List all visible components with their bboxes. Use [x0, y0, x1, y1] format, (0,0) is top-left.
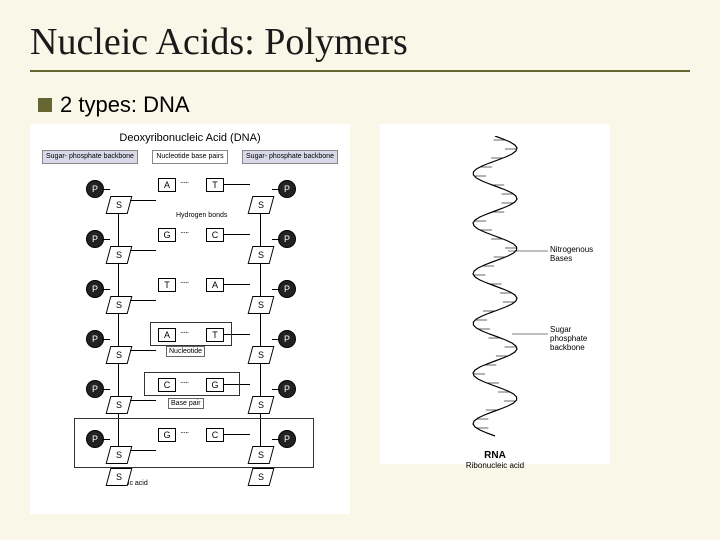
s-node-right: S — [248, 468, 275, 486]
connector — [130, 300, 156, 301]
s-node-left: S — [106, 346, 133, 364]
hbond-dots: ····· — [180, 228, 188, 237]
connector — [130, 250, 156, 251]
bullet-text: 2 types: DNA — [60, 92, 190, 118]
hbond-dots: ····· — [180, 178, 188, 187]
hbond-dots: ····· — [180, 278, 188, 287]
connector — [260, 314, 261, 346]
dna-label-right: Sugar- phosphate backbone — [242, 150, 338, 164]
s-node-left: S — [106, 296, 133, 314]
connector — [272, 389, 280, 390]
rna-column: RNA Nitrogenous Bases Sugar phosphate ba… — [380, 124, 610, 514]
connector — [102, 339, 110, 340]
connector — [130, 200, 156, 201]
ann-hbonds: Hydrogen bonds — [176, 212, 227, 220]
connector — [224, 284, 250, 285]
connector — [102, 239, 110, 240]
base-left: T — [158, 278, 176, 292]
s-node-right: S — [248, 296, 275, 314]
highlight-box — [144, 372, 240, 396]
highlight-box — [150, 322, 232, 346]
p-node-right: P — [278, 280, 296, 298]
connector — [118, 214, 119, 246]
p-node-right: P — [278, 380, 296, 398]
connector — [130, 400, 156, 401]
connector — [260, 214, 261, 246]
base-right: C — [206, 228, 224, 242]
connector — [272, 339, 280, 340]
rna-title: RNA — [386, 450, 604, 461]
ann-nucleotide: Nucleotide — [166, 346, 205, 358]
connector — [272, 289, 280, 290]
connector — [272, 189, 280, 190]
base-left: A — [158, 178, 176, 192]
ann-basepair: Base pair — [168, 398, 204, 410]
dna-label-mid: Nucleotide base pairs — [152, 150, 227, 164]
s-node-right: S — [248, 246, 275, 264]
rna-sub: Ribonucleic acid — [386, 461, 604, 470]
connector — [224, 234, 250, 235]
dna-header: Deoxyribonucleic Acid (DNA) — [38, 132, 342, 144]
connector — [102, 189, 110, 190]
s-node-left: S — [106, 246, 133, 264]
connector — [260, 364, 261, 396]
connector — [102, 389, 110, 390]
page-title: Nucleic Acids: Polymers — [30, 20, 690, 64]
connector — [272, 239, 280, 240]
base-right: A — [206, 278, 224, 292]
rna-diagram: Nitrogenous Bases Sugar phosphate backbo… — [380, 124, 610, 464]
base-left: G — [158, 228, 176, 242]
bullet-row: 2 types: DNA — [38, 92, 690, 118]
dna-diagram: Deoxyribonucleic Acid (DNA) Sugar- phosp… — [30, 124, 350, 514]
connector — [118, 314, 119, 346]
p-node-right: P — [278, 330, 296, 348]
s-node-left: S — [106, 468, 133, 486]
connector — [118, 264, 119, 296]
connector — [260, 264, 261, 296]
title-underline — [30, 70, 690, 72]
rna-leaders — [460, 136, 610, 446]
s-node-left: S — [106, 396, 133, 414]
bullet-icon — [38, 98, 52, 112]
p-node-right: P — [278, 230, 296, 248]
s-node-left: S — [106, 196, 133, 214]
connector — [102, 289, 110, 290]
s-node-right: S — [248, 346, 275, 364]
p-node-right: P — [278, 180, 296, 198]
s-node-right: S — [248, 396, 275, 414]
connector — [118, 364, 119, 396]
base-right: T — [206, 178, 224, 192]
connector — [130, 350, 156, 351]
connector — [224, 184, 250, 185]
s-node-right: S — [248, 196, 275, 214]
dna-label-left: Sugar- phosphate backbone — [42, 150, 138, 164]
highlight-box — [74, 418, 314, 468]
